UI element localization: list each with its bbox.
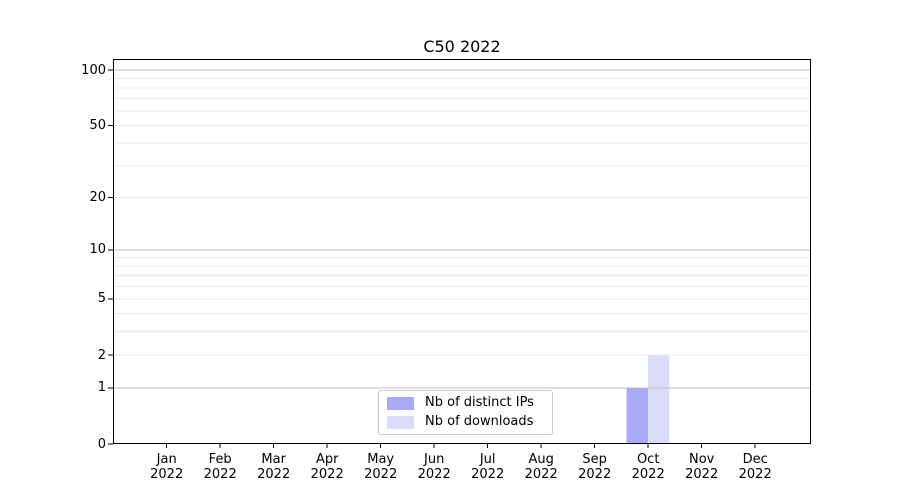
legend-entry-downloads: Nb of downloads — [387, 414, 544, 430]
x-tick-label-line: Dec — [742, 452, 768, 467]
chart-title: C50 2022 — [423, 37, 501, 56]
legend-label-distinct-ips: Nb of distinct IPs — [425, 395, 534, 410]
x-tick-label: Feb 2022 — [188, 452, 252, 482]
y-tick-label: 20 — [89, 189, 106, 205]
x-tick-label-line: Mar — [261, 452, 286, 467]
x-tick-label-line: Aug — [528, 452, 554, 467]
bar-oct-2022-series0 — [626, 387, 649, 444]
bar-oct-2022-series1 — [648, 355, 670, 444]
x-tick-label-line: 2022 — [417, 467, 451, 482]
y-tick-label: 0 — [97, 436, 106, 452]
x-tick-label: Nov 2022 — [670, 452, 734, 482]
x-tick-label: May 2022 — [349, 452, 413, 482]
x-tick-label-line: 2022 — [738, 467, 772, 482]
x-tick-label-line: 2022 — [578, 467, 612, 482]
x-tick-label-line: Jul — [479, 452, 496, 467]
legend-label-downloads: Nb of downloads — [425, 414, 534, 429]
y-tick-label: 10 — [89, 242, 106, 258]
x-tick-label-line: 2022 — [257, 467, 291, 482]
legend-swatch-downloads-icon — [387, 415, 414, 429]
x-tick-label-line: Feb — [208, 452, 232, 467]
x-tick-label: Dec 2022 — [723, 452, 787, 482]
legend: Nb of distinct IPs Nb of downloads — [378, 390, 553, 435]
x-tick-label: Jun 2022 — [402, 452, 466, 482]
x-tick-label-line: Nov — [689, 452, 715, 467]
y-tick-label: 100 — [81, 62, 106, 78]
x-tick-label: Apr 2022 — [295, 452, 359, 482]
legend-entry-distinct-ips: Nb of distinct IPs — [387, 395, 544, 411]
x-tick-label-line: 2022 — [150, 467, 184, 482]
x-tick-label: Oct 2022 — [616, 452, 680, 482]
x-tick-label-line: Sep — [582, 452, 607, 467]
x-tick-label-line: Apr — [315, 452, 339, 467]
x-tick-label-line: 2022 — [631, 467, 665, 482]
x-tick-label-line: 2022 — [364, 467, 398, 482]
x-tick-label: Jul 2022 — [456, 452, 520, 482]
x-tick-label-line: Jun — [424, 452, 445, 467]
y-tick-label: 50 — [89, 118, 106, 133]
x-tick-label-line: 2022 — [685, 467, 719, 482]
x-tick-label-line: May — [367, 452, 395, 467]
x-tick-label-line: 2022 — [471, 467, 505, 482]
x-tick-label-line: 2022 — [310, 467, 344, 482]
x-tick-label: Aug 2022 — [509, 452, 573, 482]
y-tick-label: 5 — [97, 291, 106, 307]
y-tick-label: 1 — [97, 380, 106, 396]
x-tick-label-line: 2022 — [524, 467, 558, 482]
x-tick-label: Jan 2022 — [135, 452, 199, 482]
legend-swatch-distinct-ips-icon — [387, 396, 414, 410]
plot-border — [113, 59, 811, 444]
x-tick-label: Sep 2022 — [563, 452, 627, 482]
x-tick-label-line: Oct — [636, 452, 660, 467]
x-tick-label-line: 2022 — [203, 467, 237, 482]
x-tick-label-line: Jan — [156, 452, 177, 467]
x-tick-label: Mar 2022 — [242, 452, 306, 482]
y-tick-label: 2 — [97, 347, 106, 363]
